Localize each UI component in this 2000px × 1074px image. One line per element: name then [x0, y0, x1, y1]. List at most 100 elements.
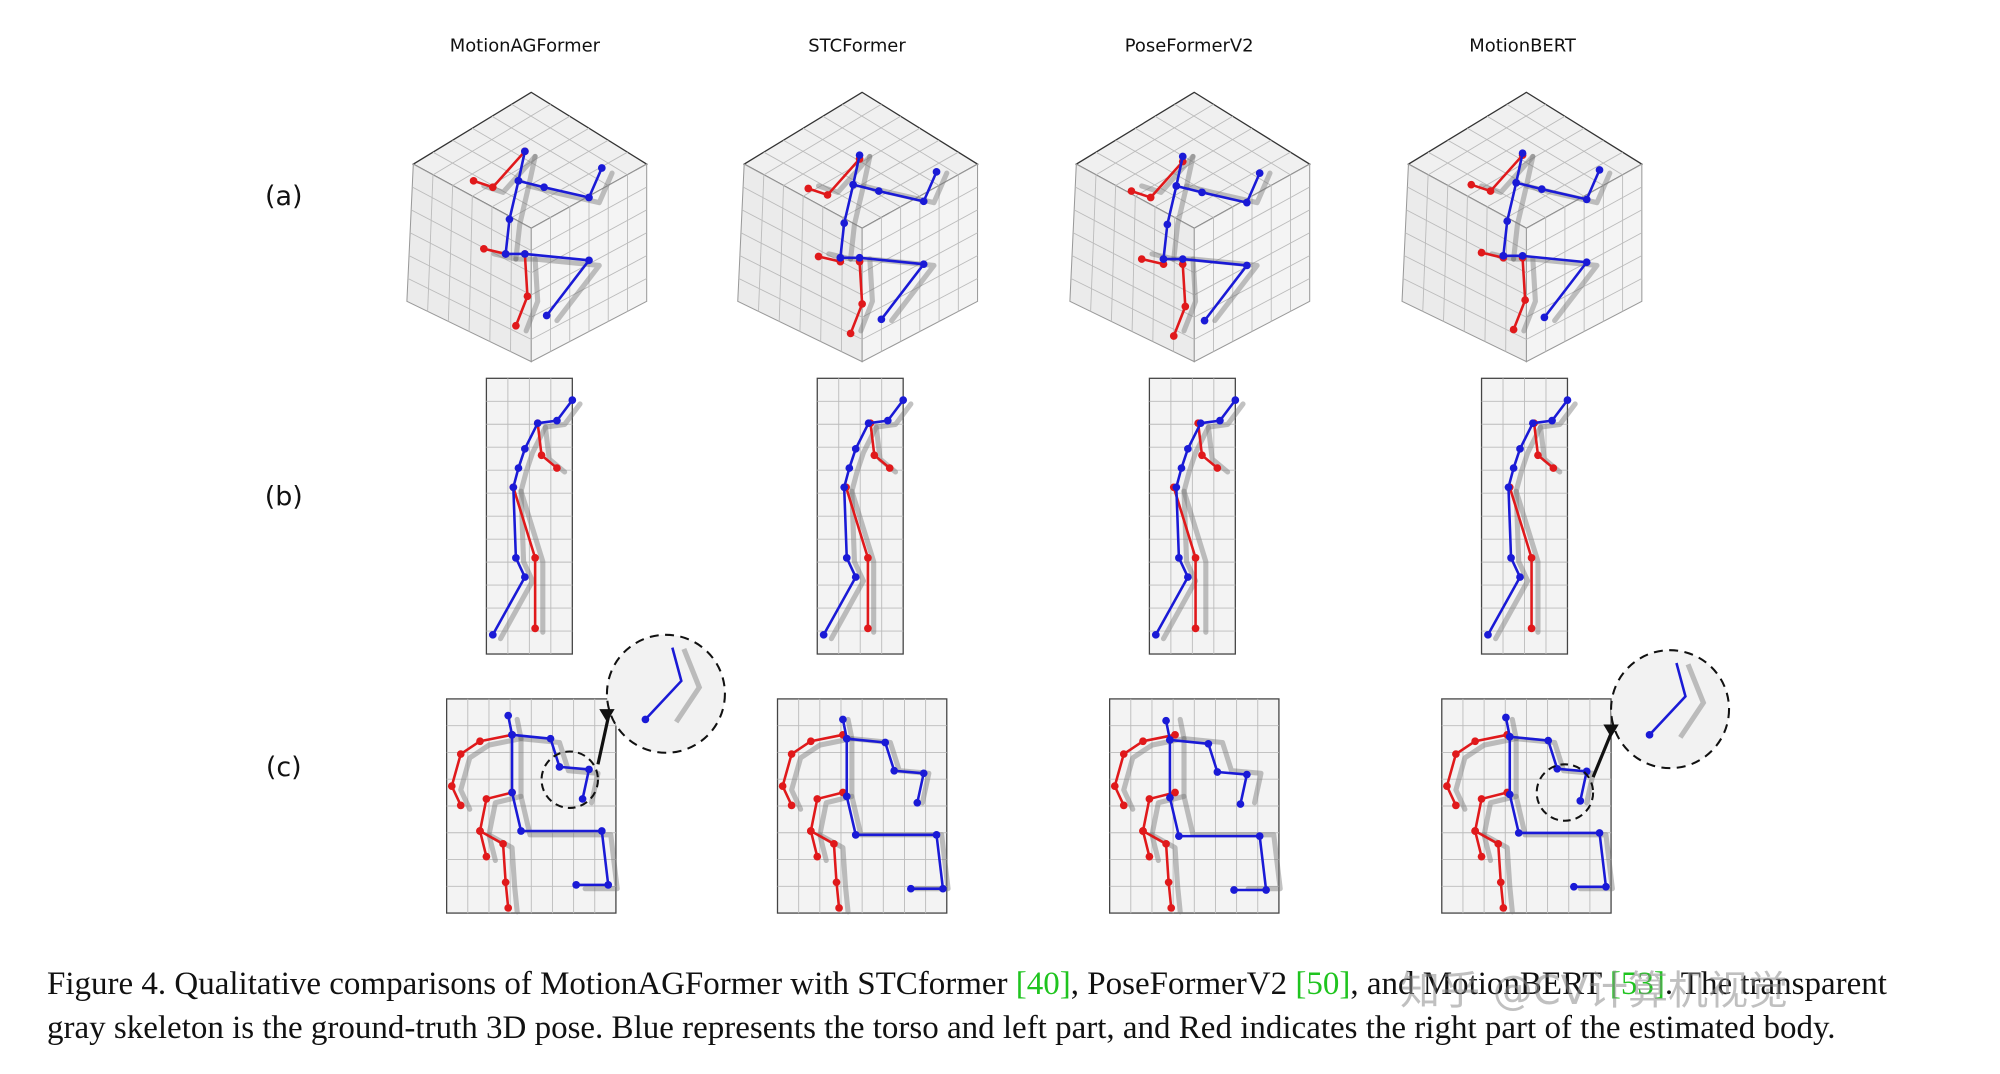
- skeleton-joint: [1537, 185, 1546, 194]
- skeleton-joint: [1518, 251, 1527, 260]
- skeleton-joint: [1151, 630, 1160, 639]
- skeleton-joint: [1166, 793, 1174, 802]
- skeleton-bone: [1502, 254, 1588, 319]
- zoom-circle: [1610, 649, 1731, 770]
- skeleton-joint: [447, 782, 456, 790]
- skeleton-joint: [1181, 302, 1190, 311]
- skeleton-joint: [521, 147, 529, 156]
- skeleton-joint: [855, 151, 864, 160]
- skeleton-joint: [512, 553, 520, 562]
- skeleton-joint: [509, 483, 518, 492]
- skeleton-joint: [787, 750, 796, 758]
- skeleton-joint: [504, 711, 513, 720]
- skeleton-bone: [815, 153, 873, 195]
- skeleton-bone: [1502, 151, 1524, 258]
- skeleton-joint: [832, 878, 841, 887]
- skeleton-joint: [553, 416, 561, 425]
- skeleton-bone: [1678, 663, 1707, 739]
- skeleton-joint: [1200, 316, 1209, 325]
- skeleton-joint: [849, 180, 858, 189]
- skeleton-joint: [864, 419, 873, 428]
- zoom-circle: [1535, 763, 1595, 822]
- skeleton-joint: [1527, 553, 1536, 562]
- zoom-circle: [540, 750, 599, 809]
- skeleton-bone: [1160, 401, 1246, 642]
- citation: [53]: [1609, 966, 1665, 1002]
- skeleton-joint: [508, 730, 516, 739]
- skeleton-joint: [1512, 178, 1521, 187]
- skeleton-joint: [913, 798, 922, 807]
- grid-line: [1526, 278, 1643, 340]
- skeleton-joint: [855, 253, 864, 262]
- skeleton-bone: [1648, 662, 1687, 736]
- skeleton-joint: [1514, 829, 1523, 837]
- skeleton-joint: [521, 250, 529, 258]
- skeleton-joint: [1177, 464, 1186, 472]
- skeleton-joint: [806, 737, 815, 746]
- skeleton-joint: [1502, 713, 1510, 722]
- skeleton-joint: [1162, 716, 1170, 725]
- caption-text: , and MotionBERT: [1350, 966, 1610, 1002]
- grid-line: [842, 151, 959, 218]
- grid-line: [511, 151, 628, 218]
- skeleton-joint: [641, 715, 650, 724]
- skeleton-joint: [1563, 396, 1572, 404]
- skeleton-joint: [1477, 795, 1486, 803]
- skeleton-joint: [1499, 251, 1508, 260]
- skeleton-joint: [585, 193, 593, 202]
- skeleton-joint: [521, 444, 529, 453]
- skeleton-joint: [469, 176, 478, 185]
- skeleton-joint: [553, 464, 561, 472]
- skeleton-bone: [1511, 153, 1536, 262]
- skeleton-joint: [1595, 829, 1604, 837]
- skeleton-joint: [514, 176, 523, 185]
- skeleton-bone: [1139, 153, 1196, 195]
- skeleton-joint: [1172, 182, 1181, 190]
- skeleton-joint: [836, 253, 845, 262]
- skeleton-bone: [1493, 401, 1578, 642]
- skeleton-joint: [1139, 827, 1147, 835]
- skeleton-joint: [1172, 483, 1181, 492]
- caption-text: . The transparent: [1664, 966, 1887, 1002]
- skeleton-joint: [1243, 261, 1251, 270]
- skeleton-bone: [1162, 155, 1185, 261]
- skeleton-joint: [1184, 444, 1192, 453]
- skeleton-joint: [1505, 732, 1514, 741]
- skeleton-bone: [518, 488, 546, 635]
- arrow-head: [1603, 724, 1619, 738]
- skeleton-joint: [1119, 801, 1128, 810]
- skeleton-joint: [512, 321, 520, 330]
- skeleton-joint: [1145, 852, 1154, 861]
- skeleton-joint: [1503, 217, 1512, 226]
- skeleton-joint: [1262, 886, 1270, 894]
- skeleton-bone: [1205, 424, 1231, 475]
- skeleton-joint: [858, 300, 866, 308]
- skeleton-joint: [456, 801, 465, 810]
- skeleton-bone: [789, 736, 855, 812]
- skeleton-bone: [839, 256, 925, 321]
- skeleton-joint: [1163, 220, 1172, 229]
- skeleton-joint: [1166, 736, 1174, 744]
- skeleton-joint: [1516, 573, 1524, 581]
- skeleton-bone: [849, 488, 877, 635]
- grid-line: [1194, 278, 1310, 340]
- skeleton-bone: [504, 150, 527, 256]
- skeleton-joint: [1443, 782, 1451, 790]
- skeleton-joint: [508, 788, 516, 797]
- skeleton-joint: [488, 630, 497, 639]
- skeleton-joint: [835, 904, 843, 912]
- skeleton-bone: [1162, 257, 1249, 322]
- skeleton-joint: [1494, 839, 1503, 848]
- column-header: PoseFormerV2: [1125, 35, 1254, 56]
- caption-text: , PoseFormerV2: [1070, 966, 1296, 1002]
- skeleton-joint: [1137, 255, 1146, 263]
- skeleton-joint: [1582, 195, 1591, 204]
- column-header: STCFormer: [808, 35, 906, 56]
- skeleton-joint: [1216, 416, 1224, 425]
- grid-line: [1070, 278, 1195, 340]
- skeleton-joint: [1548, 416, 1556, 425]
- skeleton-joint: [1213, 464, 1222, 472]
- skeleton-joint: [597, 164, 606, 172]
- skeleton-bone: [1473, 791, 1509, 910]
- skeleton-joint: [1484, 630, 1492, 639]
